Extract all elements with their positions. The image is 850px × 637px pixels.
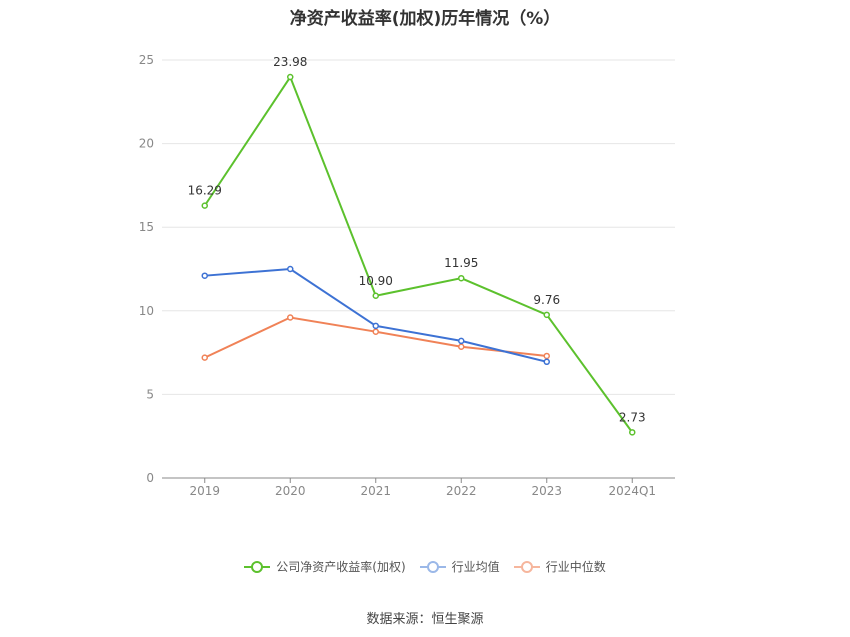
series-0-point-3: [458, 274, 465, 282]
series-1-point-0: [201, 272, 208, 279]
series-0-point-4: [543, 311, 550, 319]
series-0-data-label-1: 23.98: [273, 55, 307, 69]
series-line-0: [203, 74, 634, 433]
series-0-data-label-2: 10.90: [359, 274, 393, 288]
series-2-point-1: [287, 314, 294, 321]
x-tick-label-0: 2019: [189, 484, 220, 498]
x-tick-label-3: 2022: [446, 484, 477, 498]
legend-item-company[interactable]: 公司净资产收益率(加权): [244, 558, 406, 575]
series-2-point-4: [543, 352, 550, 360]
series-1-point-2: [372, 322, 379, 330]
series-1-point-4: [543, 358, 550, 366]
series-2-point-3: [458, 343, 465, 350]
series-1-point-1: [287, 265, 294, 273]
source-note: 数据来源：恒生聚源: [366, 612, 484, 627]
y-tick-label-0: 0: [146, 471, 154, 485]
x-tick-label-4: 2023: [531, 484, 562, 498]
legend-swatch-company: [244, 560, 271, 574]
chart-title: 净资产收益率(加权)历年情况（%）: [289, 9, 561, 29]
y-tick-label-5: 25: [139, 53, 154, 67]
series-0-point-1: [287, 73, 294, 81]
legend-item-industry-mean[interactable]: 行业均值: [419, 558, 500, 575]
y-tick-label-4: 20: [139, 137, 154, 151]
x-tick-label-2: 2021: [360, 484, 391, 498]
y-tick-label-3: 15: [139, 220, 154, 234]
series-0-data-label-3: 11.95: [444, 256, 478, 270]
legend-label-industry-mean: 行业均值: [451, 560, 500, 574]
legend-swatch-industry-median: [513, 560, 540, 574]
series-0-data-label-5: 2.73: [619, 410, 646, 424]
y-tick-label-2: 10: [139, 304, 154, 318]
x-tick-label-1: 2020: [275, 484, 306, 498]
series-1-point-3: [458, 337, 465, 345]
series-0-data-label-4: 9.76: [533, 293, 560, 307]
series-2-point-0: [201, 354, 208, 361]
legend-swatch-industry-mean: [419, 560, 446, 574]
series-0-point-2: [372, 292, 379, 300]
series-2-point-2: [372, 328, 379, 335]
series-0-data-label-0: 16.29: [188, 184, 222, 198]
legend-label-industry-median: 行业中位数: [545, 560, 606, 574]
legend-item-industry-median[interactable]: 行业中位数: [513, 558, 606, 575]
legend-label-company: 公司净资产收益率(加权): [276, 560, 406, 574]
series-0-point-0: [201, 202, 208, 209]
x-tick-label-5: 2024Q1: [608, 484, 656, 498]
series-0-point-5: [629, 429, 636, 436]
y-tick-label-1: 5: [146, 387, 154, 401]
chart-legend: 公司净资产收益率(加权) 行业均值 行业中位数: [0, 558, 850, 575]
